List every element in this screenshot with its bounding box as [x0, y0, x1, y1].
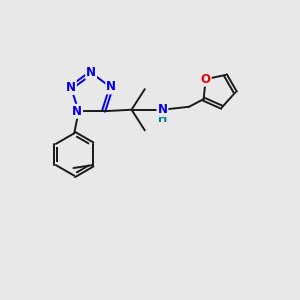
Text: N: N	[158, 103, 167, 116]
Text: N: N	[106, 80, 116, 93]
Text: H: H	[158, 114, 167, 124]
Text: N: N	[72, 105, 82, 118]
Text: N: N	[66, 81, 76, 94]
Text: O: O	[201, 73, 211, 86]
Text: N: N	[86, 66, 96, 79]
